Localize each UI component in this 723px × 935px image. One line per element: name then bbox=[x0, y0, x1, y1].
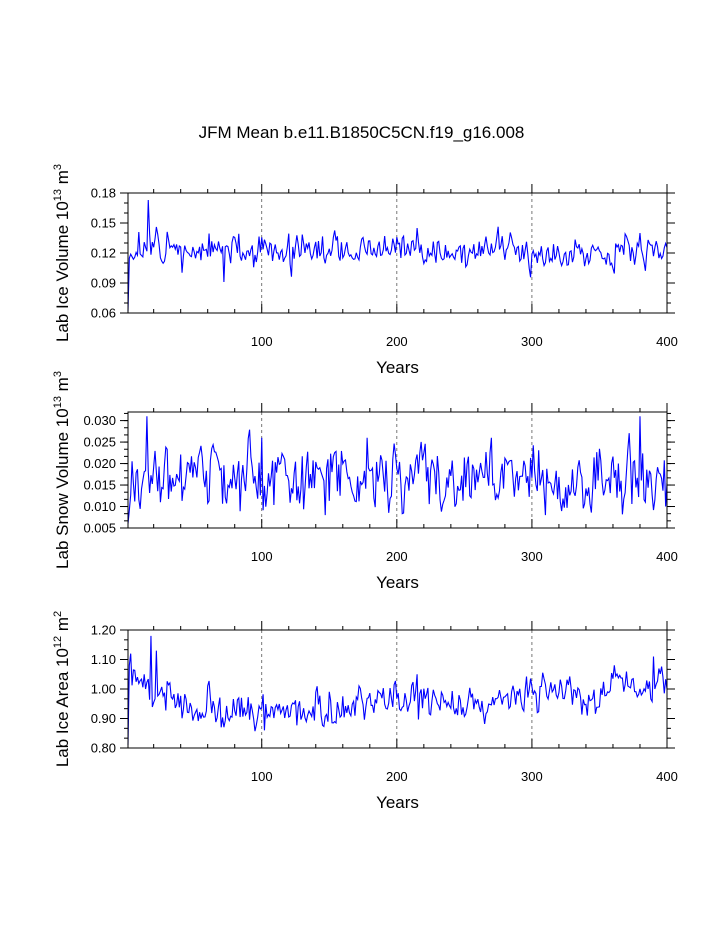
x-axis-label: Years bbox=[376, 793, 419, 812]
chart-panel-3: 100 200 300 400 0.80 0.90 1.00 1.10 1.20 Years Lab… bbox=[52, 611, 678, 812]
y-tick-label: 1.20 bbox=[91, 623, 116, 638]
x-tick-label: 400 bbox=[656, 334, 678, 349]
y-tick-label: 0.80 bbox=[91, 741, 116, 756]
y-axis-label: Lab Ice Volume 1013 m3 bbox=[52, 164, 72, 342]
y-tick-label: 0.09 bbox=[91, 276, 116, 291]
x-tick-label: 200 bbox=[386, 769, 408, 784]
plot-frame bbox=[127, 411, 668, 529]
y-tick-label: 0.15 bbox=[91, 216, 116, 231]
plot-frame bbox=[127, 192, 668, 314]
y-tick-label: 0.020 bbox=[83, 456, 116, 471]
x-axis-label: Years bbox=[376, 573, 419, 592]
x-tick-label: 400 bbox=[656, 769, 678, 784]
y-tick-label: 0.005 bbox=[83, 521, 116, 536]
x-tick-label: 300 bbox=[521, 769, 543, 784]
plot-frame bbox=[127, 629, 668, 749]
y-axis-label: Lab Ice Area 1012 m2 bbox=[52, 611, 72, 767]
y-tick-label: 1.10 bbox=[91, 652, 116, 667]
figure-title: JFM Mean b.e11.B1850C5CN.f19_g16.008 bbox=[198, 123, 525, 142]
x-tick-label: 200 bbox=[386, 549, 408, 564]
y-tick-label: 0.030 bbox=[83, 413, 116, 428]
series-line bbox=[127, 416, 668, 524]
x-tick-label: 100 bbox=[251, 334, 273, 349]
chart-panel-2: 100 200 300 400 0.005 0.010 0.015 0.020 0.025 0.0… bbox=[52, 371, 678, 592]
x-tick-label: 100 bbox=[251, 549, 273, 564]
x-tick-label: 300 bbox=[521, 334, 543, 349]
x-tick-label: 300 bbox=[521, 549, 543, 564]
y-tick-label: 0.015 bbox=[83, 478, 116, 493]
x-tick-label: 400 bbox=[656, 549, 678, 564]
x-tick-label: 200 bbox=[386, 334, 408, 349]
y-tick-label: 0.12 bbox=[91, 246, 116, 261]
x-axis-label: Years bbox=[376, 358, 419, 377]
y-tick-label: 0.06 bbox=[91, 306, 116, 321]
series-line bbox=[127, 635, 668, 746]
chart-panel-1: 100 200 300 400 0.06 0.09 0.12 0.15 0.18 Years Lab… bbox=[52, 164, 678, 377]
y-axis-label: Lab Snow Volume 1013 m3 bbox=[52, 371, 72, 569]
y-tick-label: 0.010 bbox=[83, 499, 116, 514]
y-tick-label: 0.90 bbox=[91, 711, 116, 726]
y-tick-label: 0.025 bbox=[83, 435, 116, 450]
series-line bbox=[127, 199, 668, 312]
x-tick-label: 100 bbox=[251, 769, 273, 784]
y-tick-label: 0.18 bbox=[91, 186, 116, 201]
y-tick-label: 1.00 bbox=[91, 682, 116, 697]
